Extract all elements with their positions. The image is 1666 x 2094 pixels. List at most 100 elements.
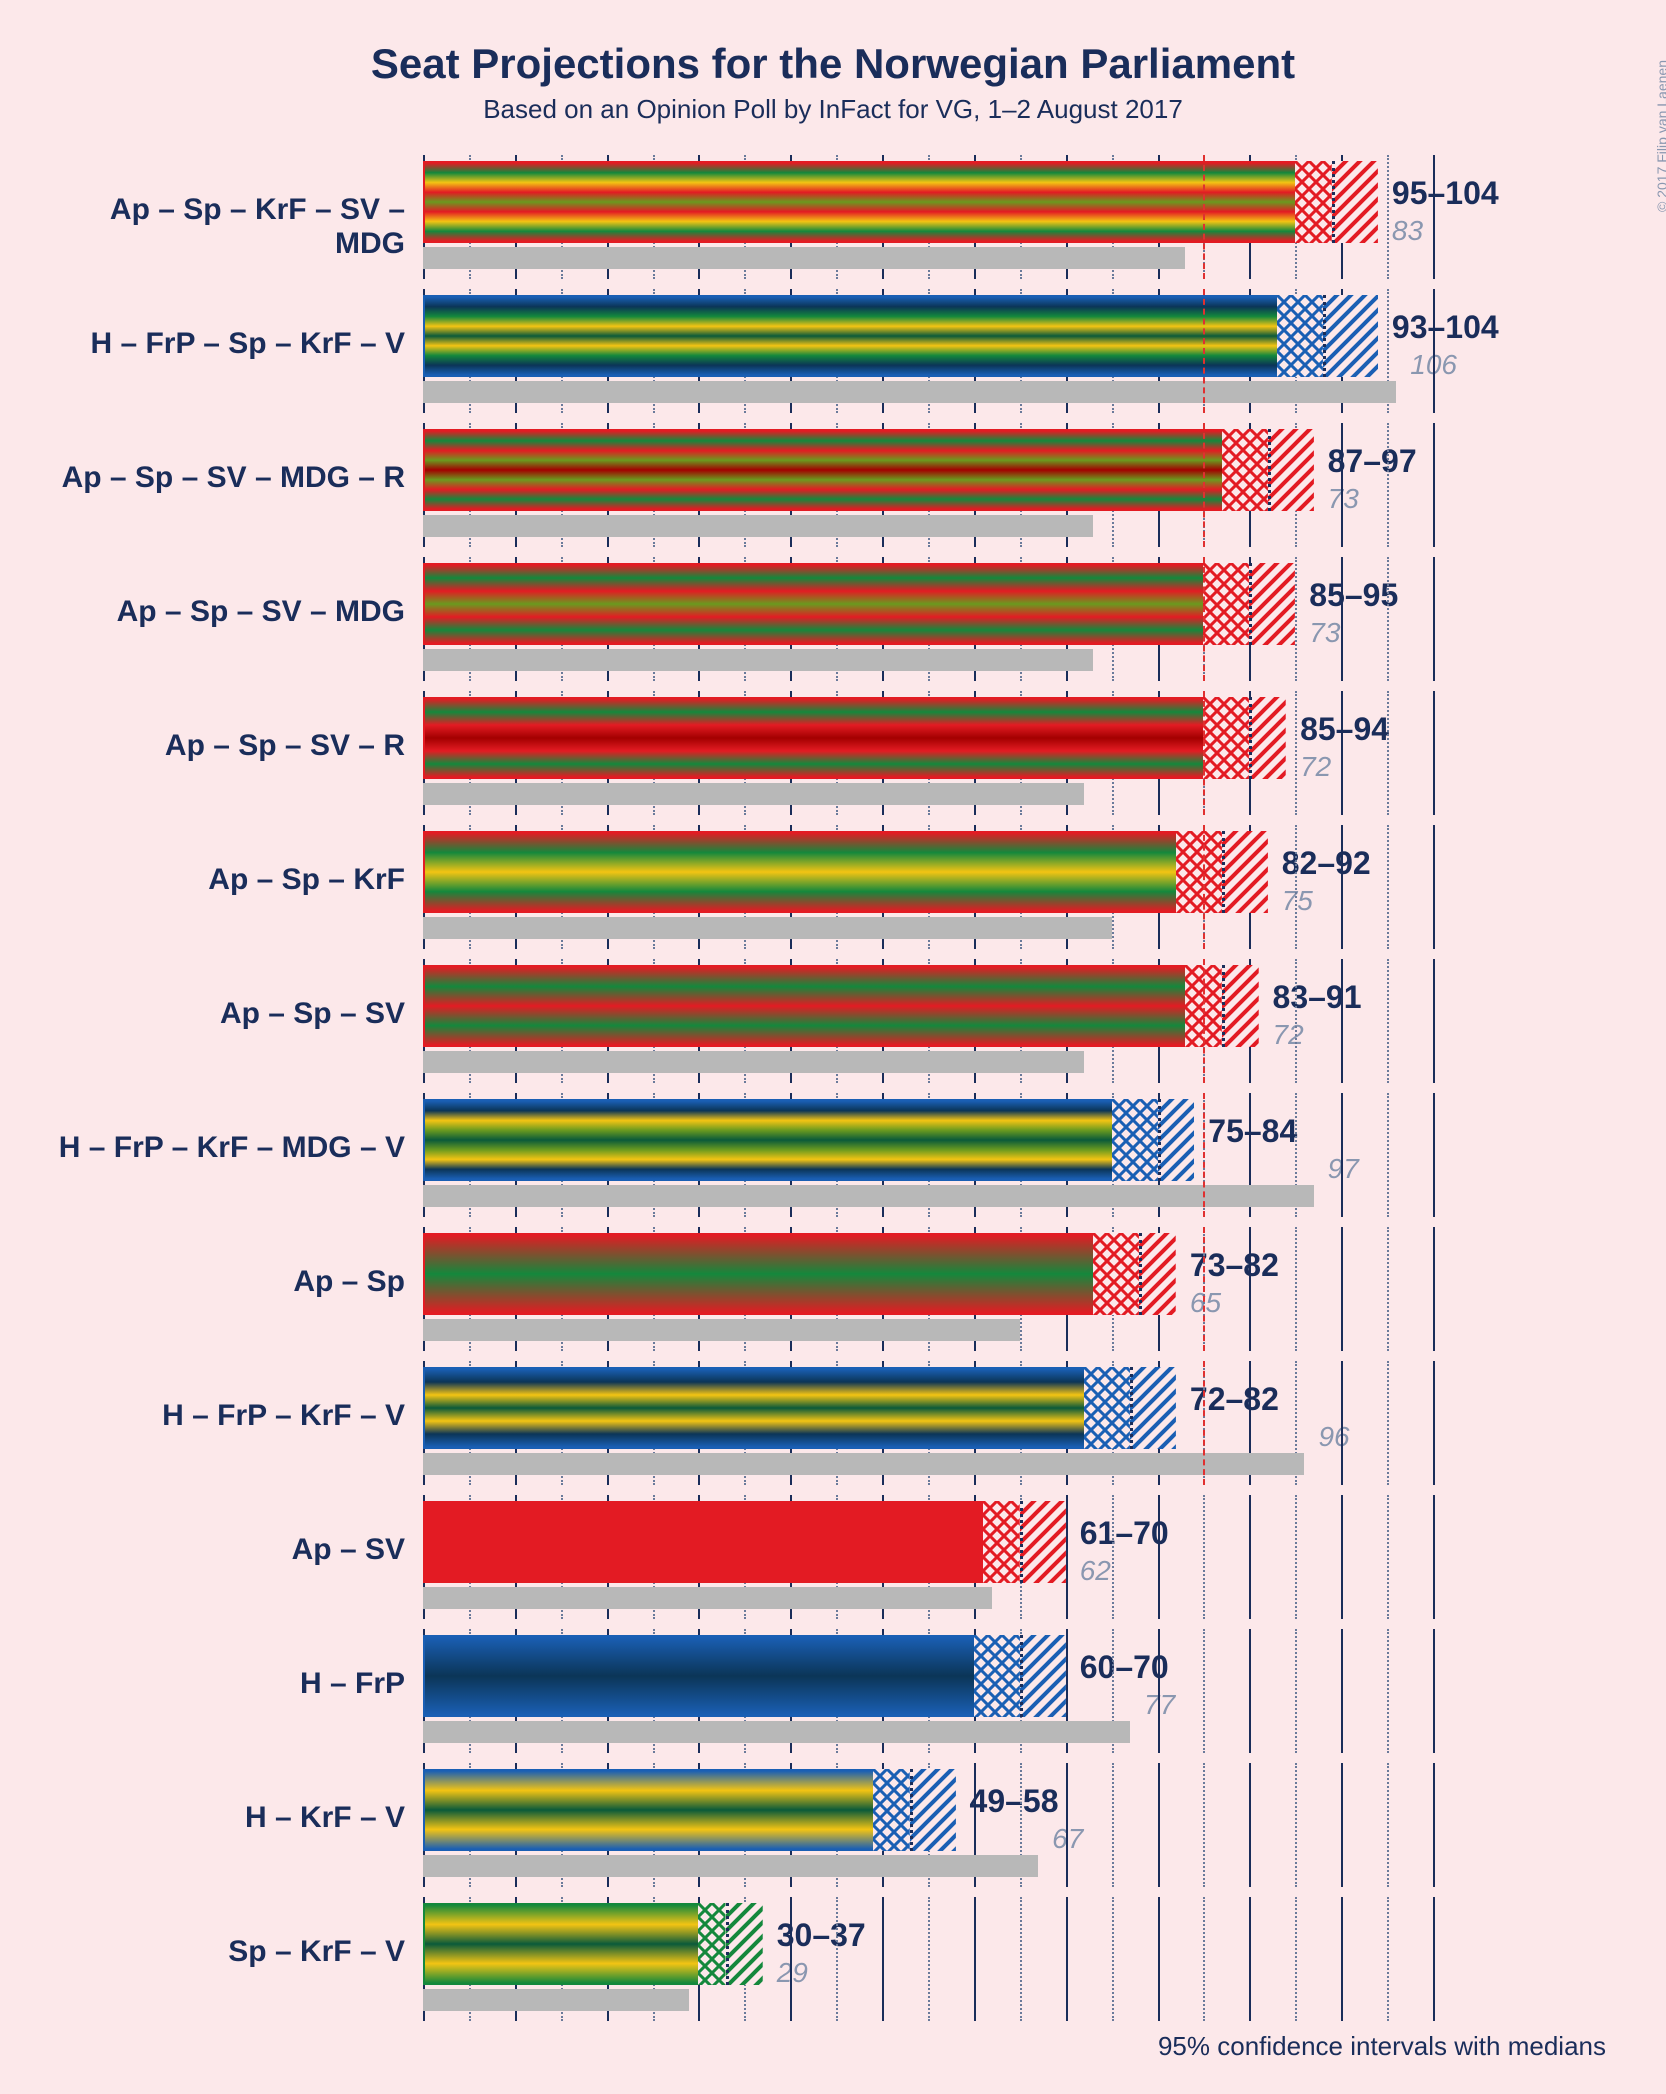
gridline-minor [1295, 691, 1297, 815]
gridline-major [1341, 557, 1343, 681]
median-line [1222, 965, 1225, 1047]
gridline-major [1341, 1629, 1343, 1753]
gridline-minor [1387, 155, 1389, 279]
median-line [1332, 161, 1335, 243]
previous-label: 77 [1144, 1689, 1175, 1721]
gridline-minor [1387, 1763, 1389, 1887]
gridline-major [1433, 557, 1435, 681]
gridline-major [1158, 1495, 1160, 1619]
projection-bar [423, 831, 1268, 913]
gridline-minor [1387, 1093, 1389, 1217]
gridline-minor [1387, 691, 1389, 815]
gridline-minor [1387, 1495, 1389, 1619]
coalition-row: Ap – Sp – SV – MDG85–9573 [43, 557, 1623, 681]
gridline-minor [1387, 1361, 1389, 1485]
majority-threshold-line [1203, 557, 1205, 681]
projection-bar [423, 429, 1314, 511]
row-plot [423, 1629, 1433, 1753]
gridline-major [1433, 1495, 1435, 1619]
gridline-major [882, 1897, 884, 2021]
coalition-row: Ap – Sp – KrF – SV – MDG95–10483 [43, 155, 1623, 279]
coalition-label: H – FrP [43, 1667, 423, 1701]
gridline-major [1341, 691, 1343, 815]
median-line [1020, 1635, 1023, 1717]
gridline-major [1341, 423, 1343, 547]
gridline-major [1433, 155, 1435, 279]
coalition-row: Ap – Sp73–8265 [43, 1227, 1623, 1351]
projection-bar [423, 1099, 1194, 1181]
gridline-major [1433, 1629, 1435, 1753]
gridline-major [1066, 1495, 1068, 1619]
gridline-minor [1387, 423, 1389, 547]
projection-bar [423, 697, 1286, 779]
previous-seats-bar [423, 1587, 992, 1609]
coalition-label: Ap – SV [43, 1533, 423, 1567]
gridline-minor [1112, 1495, 1114, 1619]
projection-bar [423, 1367, 1176, 1449]
median-line [910, 1769, 913, 1851]
row-plot [423, 155, 1433, 279]
gridline-minor [836, 1897, 838, 2021]
gridline-minor [1295, 557, 1297, 681]
range-label: 60–70 [1080, 1649, 1169, 1686]
row-plot [423, 1763, 1433, 1887]
range-label: 75–84 [1208, 1113, 1297, 1150]
gridline-major [1433, 825, 1435, 949]
majority-threshold-line [1203, 691, 1205, 815]
gridline-major [1066, 1763, 1068, 1887]
coalition-row: H – FrP – KrF – V72–8296 [43, 1361, 1623, 1485]
previous-seats-bar [423, 1319, 1020, 1341]
majority-threshold-line [1203, 289, 1205, 413]
gridline-major [1433, 1897, 1435, 2021]
gridline-minor [1020, 1897, 1022, 2021]
chart-subtitle: Based on an Opinion Poll by InFact for V… [30, 94, 1636, 125]
previous-seats-bar [423, 1185, 1314, 1207]
gridline-major [1158, 1763, 1160, 1887]
gridline-major [1158, 1629, 1160, 1753]
projection-bar [423, 1501, 1066, 1583]
projection-bar [423, 1233, 1176, 1315]
previous-label: 97 [1328, 1153, 1359, 1185]
gridline-minor [1387, 959, 1389, 1083]
projection-bar [423, 1903, 763, 1985]
gridline-major [1433, 423, 1435, 547]
row-plot [423, 1361, 1433, 1485]
majority-threshold-line [1203, 155, 1205, 279]
coalition-label: Ap – Sp – SV [43, 997, 423, 1031]
coalition-label: Ap – Sp [43, 1265, 423, 1299]
gridline-minor [1203, 1629, 1205, 1753]
gridline-minor [1295, 1897, 1297, 2021]
majority-threshold-line [1203, 1093, 1205, 1217]
row-plot [423, 557, 1433, 681]
gridline-major [1341, 959, 1343, 1083]
range-label: 83–91 [1273, 979, 1362, 1016]
gridline-major [790, 1897, 792, 2021]
previous-label: 73 [1309, 617, 1340, 649]
projection-bar [423, 1769, 956, 1851]
coalition-row: Ap – Sp – KrF82–9275 [43, 825, 1623, 949]
coalition-label: H – FrP – KrF – MDG – V [43, 1131, 423, 1165]
previous-label: 75 [1282, 885, 1313, 917]
range-label: 95–104 [1392, 175, 1499, 212]
copyright-text: © 2017 Filip van Laenen [1654, 60, 1666, 212]
previous-label: 73 [1328, 483, 1359, 515]
coalition-label: Ap – Sp – SV – R [43, 729, 423, 763]
coalition-row: Ap – SV61–7062 [43, 1495, 1623, 1619]
gridline-major [1249, 1227, 1251, 1351]
gridline-major [1433, 691, 1435, 815]
row-plot [423, 289, 1433, 413]
gridline-minor [1387, 1629, 1389, 1753]
previous-label: 96 [1318, 1421, 1349, 1453]
gridline-major [1158, 1897, 1160, 2021]
gridline-minor [1203, 1897, 1205, 2021]
gridline-minor [1387, 557, 1389, 681]
majority-threshold-line [1203, 825, 1205, 949]
median-line [726, 1903, 729, 1985]
gridline-major [1341, 1361, 1343, 1485]
coalition-row: H – FrP 60–7077 [43, 1629, 1623, 1753]
median-line [1158, 1099, 1161, 1181]
coalition-label: Sp – KrF – V [43, 1935, 423, 1969]
gridline-major [1341, 1763, 1343, 1887]
previous-seats-bar [423, 1721, 1130, 1743]
coalition-label: Ap – Sp – KrF – SV – MDG [43, 193, 423, 261]
